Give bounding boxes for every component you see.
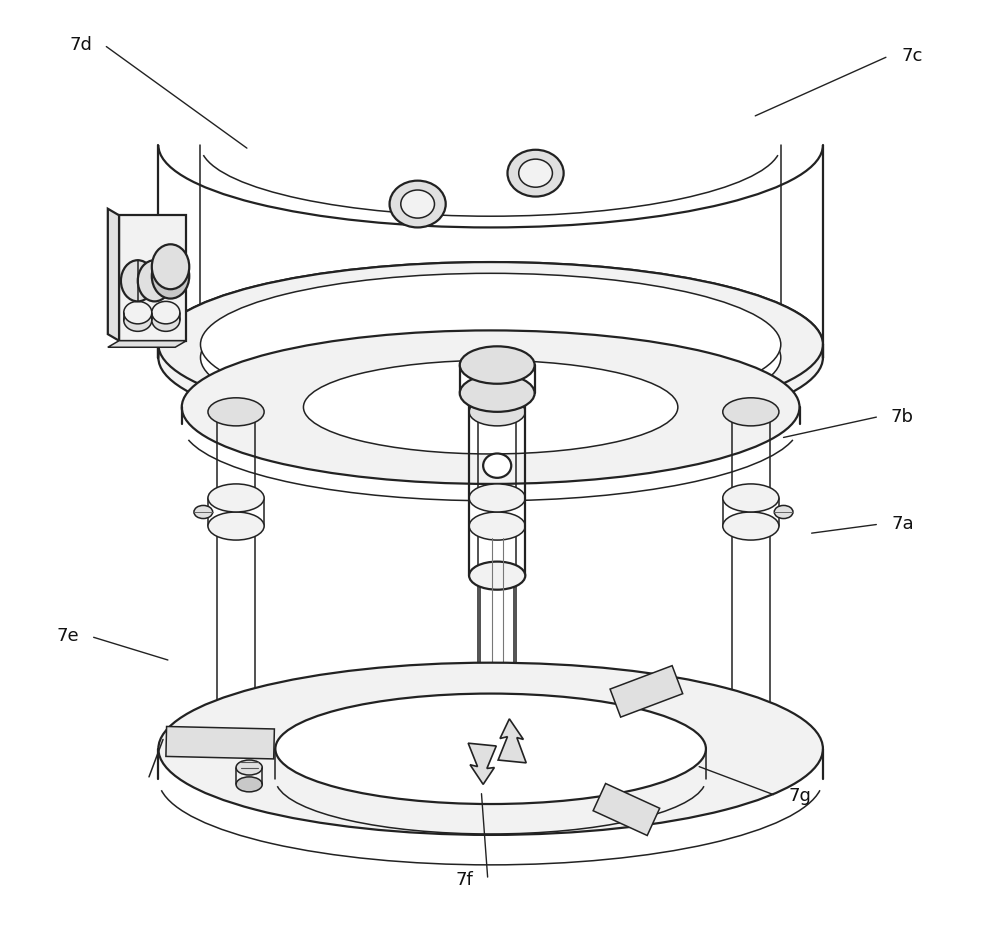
Text: 7c: 7c [901, 47, 923, 66]
Ellipse shape [152, 244, 189, 289]
Ellipse shape [460, 374, 535, 412]
Text: 7b: 7b [891, 407, 914, 426]
Ellipse shape [469, 512, 525, 540]
Text: 7d: 7d [69, 36, 92, 54]
Ellipse shape [124, 309, 152, 331]
Ellipse shape [390, 181, 446, 227]
Ellipse shape [723, 398, 779, 426]
Polygon shape [108, 341, 186, 347]
Ellipse shape [507, 150, 564, 197]
Ellipse shape [152, 309, 180, 331]
Ellipse shape [483, 453, 511, 477]
Ellipse shape [158, 275, 823, 440]
Text: 7a: 7a [891, 515, 914, 534]
Ellipse shape [138, 260, 171, 301]
Polygon shape [498, 719, 526, 763]
Ellipse shape [124, 301, 152, 324]
Ellipse shape [469, 562, 525, 590]
Ellipse shape [194, 505, 213, 519]
Ellipse shape [236, 760, 262, 775]
Ellipse shape [401, 190, 434, 218]
Ellipse shape [519, 159, 552, 187]
Polygon shape [108, 209, 119, 341]
Ellipse shape [152, 254, 189, 299]
Ellipse shape [158, 663, 823, 835]
Ellipse shape [469, 484, 525, 512]
Ellipse shape [275, 694, 706, 804]
Ellipse shape [208, 398, 264, 426]
Polygon shape [593, 783, 660, 836]
Ellipse shape [208, 512, 264, 540]
Ellipse shape [723, 484, 779, 512]
Ellipse shape [200, 286, 781, 429]
Text: 7e: 7e [56, 627, 79, 646]
Ellipse shape [723, 512, 779, 540]
Ellipse shape [152, 301, 180, 324]
Text: 7g: 7g [788, 786, 811, 805]
Polygon shape [119, 215, 186, 341]
Ellipse shape [182, 330, 800, 484]
Ellipse shape [200, 273, 781, 416]
Polygon shape [166, 726, 274, 759]
Ellipse shape [774, 505, 793, 519]
Ellipse shape [208, 484, 264, 512]
Ellipse shape [121, 260, 155, 301]
Ellipse shape [469, 398, 525, 426]
Polygon shape [468, 743, 496, 784]
Polygon shape [610, 665, 683, 717]
Ellipse shape [236, 777, 262, 792]
Ellipse shape [303, 360, 678, 454]
Ellipse shape [460, 346, 535, 384]
Ellipse shape [158, 262, 823, 427]
Text: 7f: 7f [456, 870, 473, 889]
